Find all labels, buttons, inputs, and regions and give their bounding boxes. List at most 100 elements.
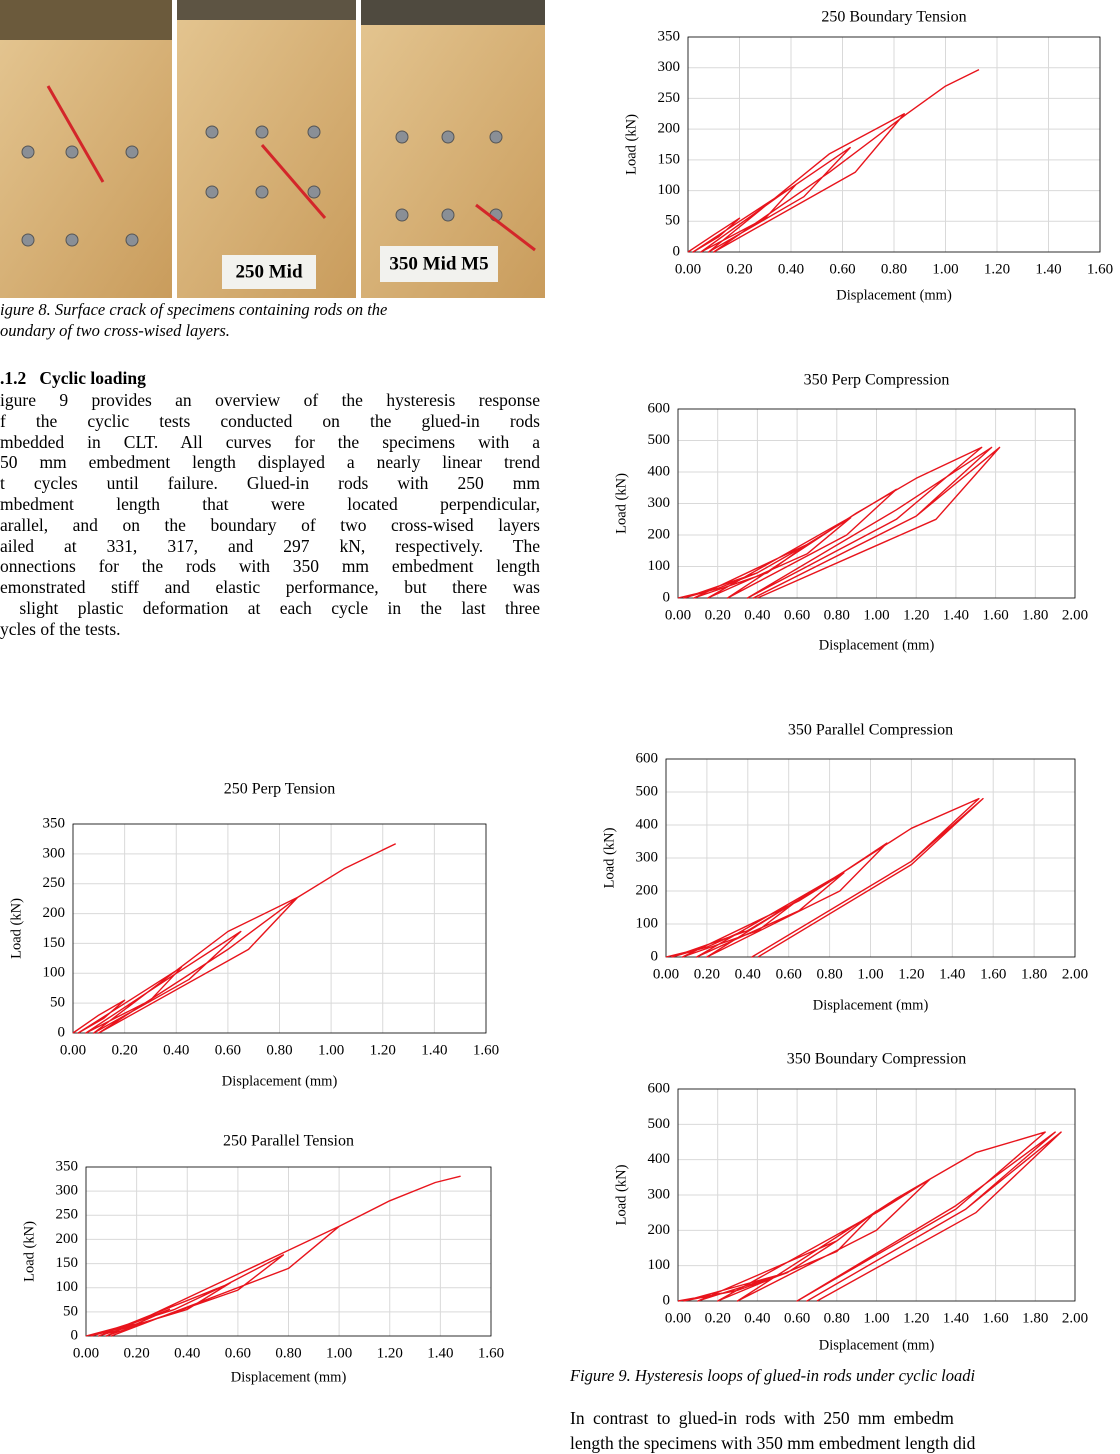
x-tick-label: 0.00 bbox=[665, 1310, 691, 1326]
chart-title: 350 Parallel Compression bbox=[788, 722, 953, 739]
y-axis-label: Load (kN) bbox=[21, 1221, 37, 1282]
y-tick-label: 200 bbox=[43, 905, 66, 921]
x-axis-label: Displacement (mm) bbox=[836, 287, 952, 303]
y-tick-label: 300 bbox=[636, 849, 659, 865]
x-tick-label: 1.00 bbox=[326, 1345, 352, 1361]
y-tick-label: 200 bbox=[648, 526, 671, 542]
x-tick-label: 2.00 bbox=[1062, 1310, 1088, 1326]
body-text: length the specimens with 350 mm embedme… bbox=[570, 1433, 975, 1454]
y-tick-label: 0 bbox=[673, 243, 681, 259]
x-tick-label: 0.60 bbox=[215, 1042, 241, 1058]
x-tick-label: 0.40 bbox=[744, 1310, 770, 1326]
chart-title: 250 Boundary Tension bbox=[821, 9, 966, 26]
y-axis-label: Load (kN) bbox=[613, 1164, 629, 1225]
x-tick-label: 0.40 bbox=[735, 966, 761, 982]
chart-title: 350 Perp Compression bbox=[804, 372, 950, 389]
y-tick-label: 350 bbox=[658, 28, 681, 44]
x-tick-label: 0.00 bbox=[665, 607, 691, 623]
y-tick-label: 0 bbox=[663, 589, 671, 605]
x-tick-label: 2.00 bbox=[1062, 966, 1088, 982]
x-tick-label: 1.20 bbox=[903, 1310, 929, 1326]
y-axis-label: Load (kN) bbox=[601, 827, 617, 888]
y-tick-label: 500 bbox=[648, 1116, 671, 1132]
x-tick-label: 1.20 bbox=[903, 607, 929, 623]
x-axis-label: Displacement (mm) bbox=[813, 997, 929, 1013]
x-tick-label: 1.40 bbox=[943, 1310, 969, 1326]
y-tick-label: 0 bbox=[651, 948, 659, 964]
x-axis-label: Displacement (mm) bbox=[819, 637, 935, 653]
x-tick-label: 1.40 bbox=[1035, 261, 1061, 277]
x-axis-label: Displacement (mm) bbox=[222, 1073, 338, 1089]
data-line bbox=[678, 1132, 1061, 1301]
x-tick-label: 1.80 bbox=[1022, 1310, 1048, 1326]
y-tick-label: 100 bbox=[56, 1279, 79, 1295]
x-tick-label: 0.00 bbox=[675, 261, 701, 277]
x-tick-label: 1.60 bbox=[982, 1310, 1008, 1326]
y-tick-label: 250 bbox=[658, 90, 681, 106]
page: {"figure8": {"photo_labels": ["250 Mid",… bbox=[0, 0, 1120, 1450]
y-tick-label: 400 bbox=[636, 816, 659, 832]
x-tick-label: 0.60 bbox=[784, 607, 810, 623]
data-line bbox=[73, 844, 396, 1033]
x-tick-label: 1.00 bbox=[857, 966, 883, 982]
x-axis-label: Displacement (mm) bbox=[231, 1369, 347, 1385]
x-tick-label: 0.80 bbox=[824, 1310, 850, 1326]
x-tick-label: 2.00 bbox=[1062, 607, 1088, 623]
y-tick-label: 250 bbox=[56, 1207, 79, 1223]
y-tick-label: 400 bbox=[648, 1151, 671, 1167]
x-tick-label: 1.00 bbox=[932, 261, 958, 277]
x-tick-label: 1.80 bbox=[1021, 966, 1047, 982]
x-tick-label: 0.60 bbox=[829, 261, 855, 277]
y-tick-label: 200 bbox=[636, 882, 659, 898]
x-tick-label: 1.00 bbox=[863, 607, 889, 623]
x-tick-label: 0.80 bbox=[824, 607, 850, 623]
y-tick-label: 300 bbox=[56, 1183, 79, 1199]
y-tick-label: 100 bbox=[43, 965, 66, 981]
y-tick-label: 350 bbox=[56, 1158, 79, 1174]
y-tick-label: 150 bbox=[43, 935, 66, 951]
x-tick-label: 0.20 bbox=[705, 1310, 731, 1326]
y-tick-label: 0 bbox=[663, 1292, 671, 1308]
y-tick-label: 500 bbox=[648, 432, 671, 448]
x-tick-label: 0.00 bbox=[73, 1345, 99, 1361]
chart-title: 350 Boundary Compression bbox=[787, 1051, 967, 1068]
x-tick-label: 1.40 bbox=[943, 607, 969, 623]
y-axis-label: Load (kN) bbox=[623, 114, 639, 175]
x-tick-label: 0.20 bbox=[124, 1345, 150, 1361]
y-axis-label: Load (kN) bbox=[613, 473, 629, 534]
data-line bbox=[678, 447, 1000, 598]
y-tick-label: 500 bbox=[636, 783, 659, 799]
data-line bbox=[688, 70, 979, 252]
x-tick-label: 0.20 bbox=[694, 966, 720, 982]
chart-title: 250 Perp Tension bbox=[224, 781, 335, 798]
x-tick-label: 0.00 bbox=[653, 966, 679, 982]
x-tick-label: 0.60 bbox=[225, 1345, 251, 1361]
x-tick-label: 0.80 bbox=[816, 966, 842, 982]
y-tick-label: 600 bbox=[636, 750, 659, 766]
x-tick-label: 0.20 bbox=[112, 1042, 138, 1058]
y-tick-label: 300 bbox=[648, 495, 671, 511]
y-tick-label: 200 bbox=[658, 121, 681, 137]
x-tick-label: 1.40 bbox=[939, 966, 965, 982]
x-tick-label: 0.80 bbox=[266, 1042, 292, 1058]
x-tick-label: 0.60 bbox=[784, 1310, 810, 1326]
y-tick-label: 100 bbox=[658, 182, 681, 198]
y-tick-label: 300 bbox=[648, 1186, 671, 1202]
y-tick-label: 400 bbox=[648, 463, 671, 479]
x-tick-label: 1.40 bbox=[427, 1345, 453, 1361]
data-line bbox=[666, 799, 983, 957]
y-tick-label: 250 bbox=[43, 875, 66, 891]
x-tick-label: 1.20 bbox=[984, 261, 1010, 277]
y-tick-label: 50 bbox=[665, 213, 680, 229]
x-tick-label: 0.40 bbox=[744, 607, 770, 623]
y-tick-label: 300 bbox=[43, 845, 66, 861]
y-tick-label: 150 bbox=[56, 1255, 79, 1271]
y-tick-label: 50 bbox=[50, 995, 65, 1011]
x-tick-label: 0.00 bbox=[60, 1042, 86, 1058]
x-tick-label: 1.60 bbox=[982, 607, 1008, 623]
x-tick-label: 0.60 bbox=[776, 966, 802, 982]
x-tick-label: 1.20 bbox=[370, 1042, 396, 1058]
chart-title: 250 Parallel Tension bbox=[223, 1133, 354, 1150]
x-tick-label: 0.40 bbox=[174, 1345, 200, 1361]
y-tick-label: 600 bbox=[648, 400, 671, 416]
